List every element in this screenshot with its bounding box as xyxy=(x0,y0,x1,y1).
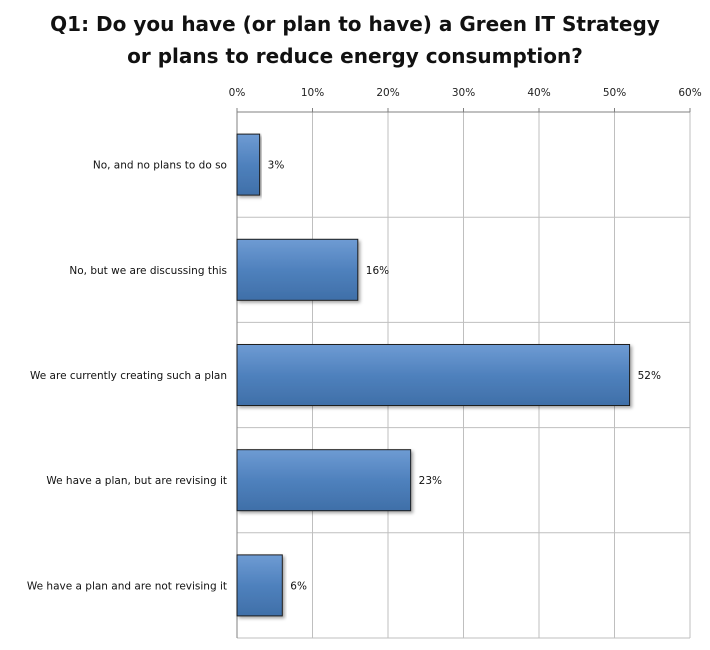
x-tick-label: 60% xyxy=(678,87,701,99)
chart-title-line-2: or plans to reduce energy consumption? xyxy=(127,44,583,68)
chart-title-line-1: Q1: Do you have (or plan to have) a Gree… xyxy=(50,12,660,36)
category-label: We have a plan, but are revising it xyxy=(46,475,227,487)
category-label: We have a plan and are not revising it xyxy=(27,580,227,592)
bar xyxy=(236,133,261,196)
x-tick-label: 50% xyxy=(603,87,626,99)
x-tick-label: 0% xyxy=(229,87,246,99)
bar xyxy=(236,554,283,617)
x-tick-label: 20% xyxy=(376,87,399,99)
data-label: 16% xyxy=(366,265,389,277)
data-label: 3% xyxy=(268,160,285,172)
x-tick-label: 10% xyxy=(301,87,324,99)
data-label: 23% xyxy=(419,475,442,487)
data-label: 52% xyxy=(638,370,661,382)
category-label: No, and no plans to do so xyxy=(93,160,227,172)
data-label: 6% xyxy=(290,580,307,592)
x-tick-label: 30% xyxy=(452,87,475,99)
x-tick-label: 40% xyxy=(527,87,550,99)
plot-area: 0% 10% 20% 30% 40% 50% 60% No, and no plans to … xyxy=(27,87,702,639)
category-label: No, but we are discussing this xyxy=(69,265,227,277)
bar xyxy=(236,238,359,301)
category-label: We are currently creating such a plan xyxy=(30,370,227,382)
bar xyxy=(236,343,631,407)
chart-title: Q1: Do you have (or plan to have) a Gree… xyxy=(0,8,710,72)
bar xyxy=(236,449,412,512)
